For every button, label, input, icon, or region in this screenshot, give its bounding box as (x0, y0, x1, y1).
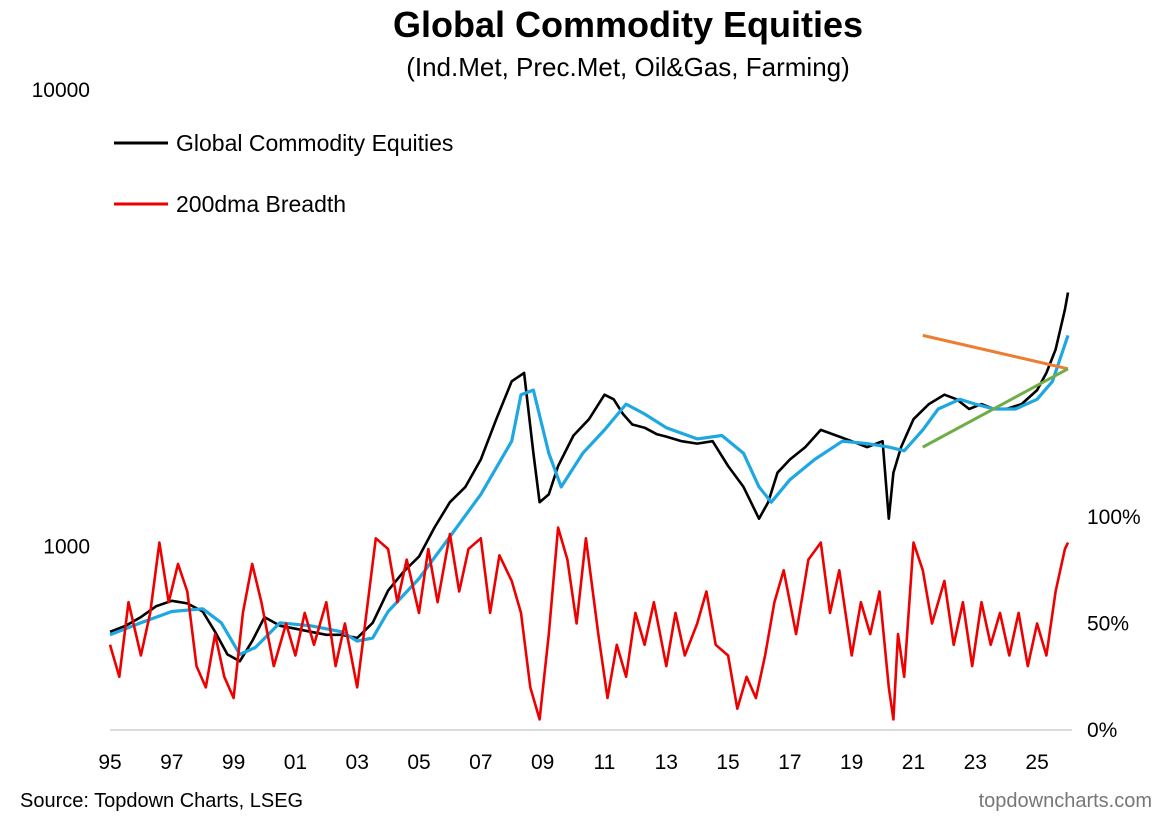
breadth-tick-label: 100% (1087, 506, 1141, 529)
watermark: topdowncharts.com (978, 790, 1152, 812)
price-tick-label: 10000 (32, 79, 90, 102)
legend-label: Global Commodity Equities (176, 130, 453, 156)
chart-title: Global Commodity Equities (392, 4, 864, 45)
x-tick-label: 97 (160, 751, 183, 774)
x-tick-label: 19 (840, 751, 863, 774)
support-trendline (922, 367, 1069, 449)
x-tick-label: 13 (655, 751, 678, 774)
x-tick-label: 25 (1025, 751, 1048, 774)
x-tick-label: 21 (902, 751, 925, 774)
x-tick-label: 01 (284, 751, 307, 774)
resistance-trendline (922, 333, 1069, 371)
legend-label: 200dma Breadth (176, 191, 346, 217)
x-tick-label: 11 (594, 751, 616, 774)
x-tick-label: 05 (407, 751, 430, 774)
x-tick-label: 95 (98, 751, 121, 774)
x-tick-label: 17 (778, 751, 801, 774)
x-tick-label: 23 (964, 751, 987, 774)
breadth-tick-label: 50% (1087, 613, 1129, 636)
x-tick-label: 15 (716, 751, 739, 774)
legend: Global Commodity Equities 200dma Breadth (114, 130, 453, 217)
chart-subtitle: (Ind.Met, Prec.Met, Oil&Gas, Farming) (406, 52, 850, 82)
x-tick-label: 03 (346, 751, 369, 774)
chart-canvas: 10000 1000 100% 50% 0% 95 97 99 01 03 05 07 09 11 13… (32, 79, 1141, 774)
ma-series-line (109, 334, 1070, 657)
breadth-series-line (108, 526, 1070, 721)
price-series-line (109, 292, 1070, 663)
breadth-tick-label: 0% (1087, 719, 1117, 742)
price-tick-label: 1000 (43, 535, 90, 558)
x-tick-label: 99 (222, 751, 245, 774)
x-tick-label: 09 (531, 751, 554, 774)
x-tick-label: 07 (469, 751, 492, 774)
source-note: Source: Topdown Charts, LSEG (20, 790, 304, 812)
